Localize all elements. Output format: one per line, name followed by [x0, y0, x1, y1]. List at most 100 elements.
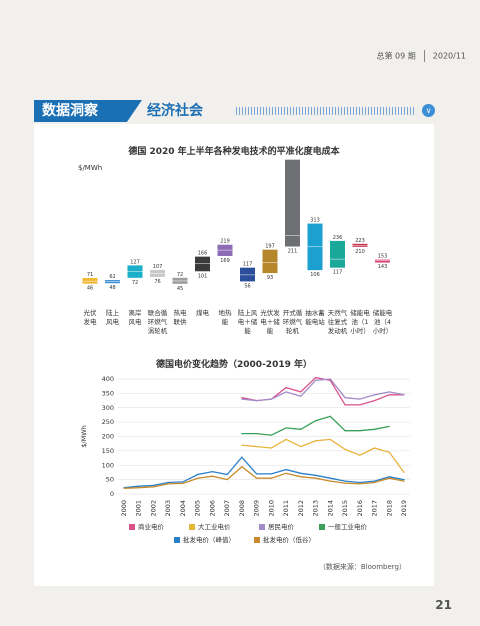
- data-point: [182, 481, 184, 483]
- x-tick-label: 2001: [135, 500, 143, 517]
- range-bar: [375, 259, 390, 263]
- data-point: [211, 475, 214, 477]
- range-bar: [195, 256, 210, 272]
- data-point: [300, 472, 302, 474]
- data-point: [344, 482, 346, 484]
- x-tick-label: 2015: [341, 500, 349, 517]
- data-point: [373, 428, 376, 430]
- data-point: [300, 428, 302, 430]
- high-value-label: 62: [109, 274, 115, 280]
- data-point: [359, 454, 361, 456]
- data-point: [285, 468, 287, 471]
- content-panel: 德国 2020 年上半年各种发电技术的平准化度电成本 $/MWh 71 46 光伏发…: [34, 124, 434, 586]
- price-line-chart: 0 50 100 150 200 250 300 350 400 $/MWh 2000 2001 200…: [80, 375, 410, 544]
- data-point: [226, 473, 228, 476]
- low-value-label: 211: [288, 249, 298, 255]
- data-point: [359, 430, 361, 432]
- data-point: [300, 445, 302, 448]
- legend-label: 居民电价: [268, 522, 295, 531]
- low-value-label: 45: [177, 286, 183, 292]
- legend-swatch: [174, 537, 180, 543]
- category-label: 风电: [129, 317, 143, 326]
- category-label: 抽水蓄: [305, 308, 325, 317]
- data-point: [329, 378, 331, 380]
- data-point: [256, 433, 258, 435]
- x-tick-label: 2007: [223, 500, 231, 517]
- category-label: 发电: [84, 317, 98, 326]
- issue-info: 总第 09 期 2020/11: [377, 50, 466, 62]
- data-point: [403, 479, 405, 481]
- low-value-label: 93: [267, 275, 273, 281]
- data-source: （数据来源：Bloomberg）: [318, 563, 406, 571]
- low-value-label: 101: [198, 273, 208, 279]
- category-label: 能电站: [305, 317, 325, 326]
- range-bar: [285, 159, 300, 247]
- category-label: 陆上: [106, 308, 120, 317]
- data-point: [270, 477, 272, 479]
- chart1-unit: $/MWh: [78, 164, 103, 172]
- x-tick-label: 2009: [253, 500, 261, 517]
- data-point: [270, 434, 272, 436]
- data-point: [388, 477, 390, 479]
- x-tick-label: 2010: [267, 500, 275, 517]
- data-point: [359, 483, 361, 485]
- x-tick-label: 2017: [371, 500, 379, 517]
- data-point: [241, 466, 243, 468]
- data-point: [314, 376, 317, 379]
- high-value-label: 117: [243, 262, 253, 268]
- x-tick-label: 2002: [149, 500, 157, 517]
- x-tick-label: 2016: [356, 500, 364, 517]
- issue-divider: [423, 50, 425, 62]
- category-label: 风电: [106, 317, 120, 326]
- low-value-label: 117: [333, 270, 343, 276]
- y-tick-label: 150: [102, 447, 114, 455]
- category-label: 电＋储: [260, 317, 280, 326]
- x-tick-label: 2013: [312, 500, 320, 517]
- data-point: [241, 398, 243, 400]
- data-point: [344, 480, 346, 482]
- chevron-down-icon: ∨: [422, 104, 435, 117]
- category-label: 地热: [219, 308, 233, 317]
- legend-swatch: [319, 524, 325, 530]
- data-point: [226, 479, 228, 481]
- category-label: 能: [244, 326, 251, 335]
- series-line: [241, 376, 404, 406]
- x-tick-label: 2000: [120, 500, 128, 517]
- low-value-label: 169: [220, 258, 230, 264]
- data-point: [285, 438, 287, 440]
- y-tick-label: 50: [106, 476, 114, 484]
- low-value-label: 46: [87, 286, 93, 292]
- x-tick-label: 2011: [282, 500, 290, 517]
- data-point: [285, 387, 287, 389]
- category-label: 环燃气: [283, 317, 303, 326]
- legend-label: 商业电价: [138, 522, 165, 531]
- data-point: [270, 447, 272, 449]
- high-value-label: 153: [378, 254, 388, 260]
- data-point: [182, 482, 184, 484]
- x-tick-label: 2008: [238, 500, 246, 517]
- range-bar: [330, 240, 345, 268]
- high-value-label: 313: [310, 218, 320, 224]
- data-point: [373, 480, 376, 482]
- x-tick-label: 2018: [385, 500, 393, 517]
- category-label: 离岸: [129, 308, 143, 317]
- data-point: [403, 480, 405, 482]
- series-line: [241, 378, 405, 402]
- data-point: [403, 394, 405, 396]
- data-point: [373, 481, 376, 484]
- chart1-title: 德国 2020 年上半年各种发电技术的平准化度电成本: [128, 147, 340, 157]
- data-point: [256, 477, 258, 479]
- low-value-label: 76: [154, 279, 160, 285]
- series-line: [123, 465, 405, 489]
- data-point: [314, 440, 317, 442]
- high-value-label: 219: [220, 239, 230, 245]
- data-point: [270, 398, 272, 400]
- high-value-label: 107: [153, 264, 163, 270]
- high-value-label: 72: [177, 272, 183, 278]
- data-point: [285, 472, 287, 474]
- legend-label: 大工业电价: [198, 522, 231, 531]
- data-point: [241, 456, 243, 458]
- range-bar: [262, 249, 278, 274]
- category-label: 轮机: [286, 326, 300, 335]
